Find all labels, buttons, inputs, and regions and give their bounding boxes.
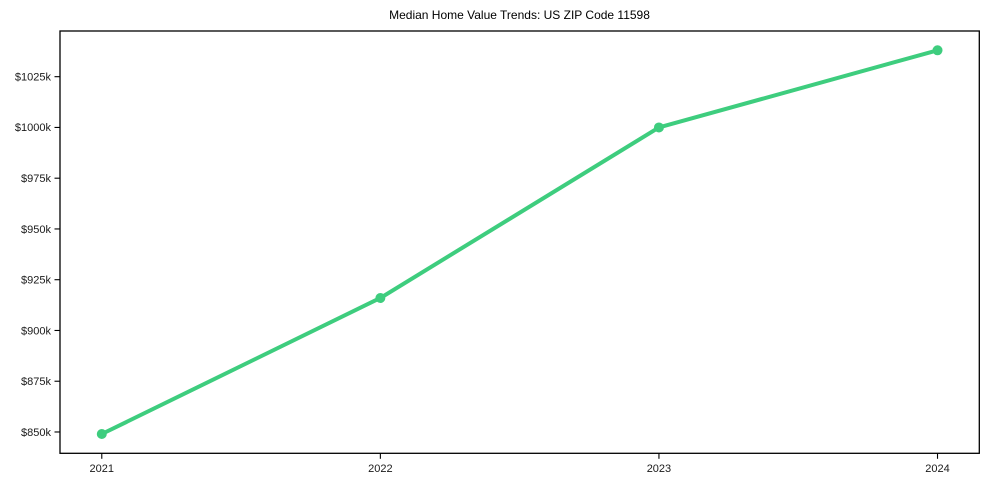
x-tick-label: 2022 <box>368 463 392 475</box>
x-tick-label: 2021 <box>90 463 114 475</box>
y-tick-label: $975k <box>21 173 51 185</box>
data-point <box>375 292 386 303</box>
y-tick-label: $1000k <box>15 122 52 134</box>
y-tick-label: $925k <box>21 275 51 287</box>
y-tick-label: $900k <box>21 325 51 337</box>
y-tick-label: $950k <box>21 224 51 236</box>
y-tick-label: $875k <box>21 376 51 388</box>
y-tick-label: $850k <box>21 427 51 439</box>
trend-line <box>99 48 940 437</box>
data-point <box>96 429 107 440</box>
data-point <box>932 45 943 56</box>
x-tick-label: 2024 <box>925 463 949 475</box>
chart-title: Median Home Value Trends: US ZIP Code 11… <box>389 8 650 22</box>
data-point <box>653 122 664 133</box>
y-tick-label: $1025k <box>15 71 52 83</box>
x-tick-label: 2023 <box>647 463 671 475</box>
plot-border <box>59 30 980 454</box>
